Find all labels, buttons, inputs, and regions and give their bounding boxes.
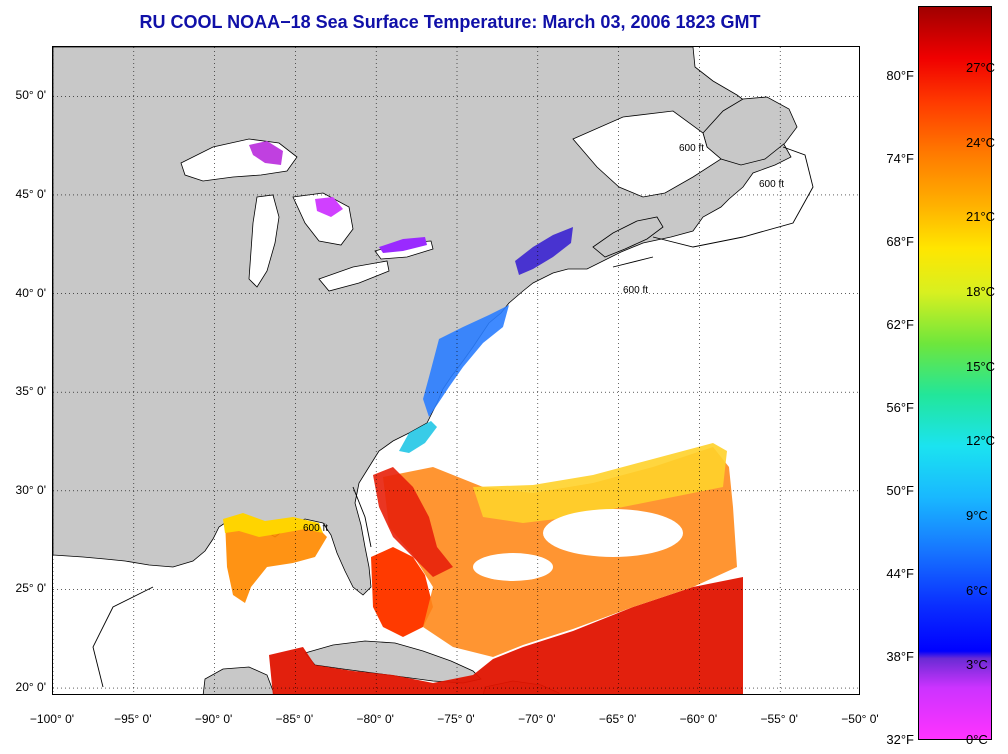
isobath-label-4: 600 ft xyxy=(623,285,648,296)
lake-michigan xyxy=(248,194,280,288)
colorbar-fahrenheit-label: 68°F xyxy=(886,234,914,250)
sst-cloud-gap-2 xyxy=(473,553,553,581)
gulf-st-lawrence xyxy=(572,110,722,198)
land-mexico-south xyxy=(202,666,275,694)
isobath-label-2: 600 ft xyxy=(759,179,784,190)
colorbar-celsius-label: 0°C xyxy=(966,732,988,747)
sst-gulf-coastal-yellow xyxy=(223,513,323,537)
longitude-label: −70° 0' xyxy=(518,712,556,726)
isobath-label-1: 600 ft xyxy=(679,143,704,154)
longitude-label: −90° 0' xyxy=(194,712,233,726)
colorbar-fahrenheit-label: 44°F xyxy=(886,566,914,582)
sst-lake-magenta-2 xyxy=(315,197,343,217)
sst-lake-violet xyxy=(379,237,427,253)
sst-mid-atlantic-blue xyxy=(423,305,509,417)
temperature-colorbar xyxy=(918,6,992,740)
isobath-label-3: 600 ft xyxy=(303,523,328,534)
sst-lake-magenta-1 xyxy=(249,141,283,165)
colorbar-fahrenheit-label: 38°F xyxy=(886,649,914,665)
sst-gulf-of-maine-violet xyxy=(515,227,573,275)
longitude-label: −85° 0' xyxy=(275,712,314,726)
colorbar-celsius-label: 9°C xyxy=(966,508,988,524)
colorbar-celsius-label: 3°C xyxy=(966,657,988,673)
sst-cloud-gap xyxy=(543,509,683,557)
latitude-label: 45° 0' xyxy=(15,186,46,201)
map-title: RU COOL NOAA−18 Sea Surface Temperature:… xyxy=(139,12,761,32)
lake-erie xyxy=(318,260,390,292)
latitude-label: 30° 0' xyxy=(15,482,46,497)
colorbar-fahrenheit-label: 62°F xyxy=(886,317,914,333)
longitude-label: −95° 0' xyxy=(114,712,152,726)
sst-map: 600 ft 600 ft 600 ft 600 ft xyxy=(52,46,860,695)
colorbar-celsius-label: 15°C xyxy=(966,358,996,374)
sst-gulf-of-mexico xyxy=(225,517,327,603)
sst-florida-strait xyxy=(371,547,433,637)
sst-gulf-stream-red xyxy=(373,467,453,577)
longitude-label: −75° 0' xyxy=(437,712,475,726)
colorbar-celsius-label: 24°C xyxy=(966,134,996,150)
colorbar-celsius-label: 6°C xyxy=(966,582,988,598)
longitude-label: −55° 0' xyxy=(760,712,798,726)
latitude-label: 20° 0' xyxy=(15,680,46,695)
colorbar-fahrenheit-label: 74°F xyxy=(886,151,914,167)
latitude-label: 35° 0' xyxy=(15,384,46,399)
sst-gulf-stream-yellow xyxy=(473,443,727,523)
graticule xyxy=(53,47,859,694)
longitude-label: −80° 0' xyxy=(356,712,394,726)
colorbar-fahrenheit-label: 56°F xyxy=(886,400,914,416)
colorbar-celsius-label: 21°C xyxy=(966,209,996,225)
land-nova-scotia xyxy=(592,216,664,258)
colorbar-fahrenheit-label: 50°F xyxy=(886,483,914,499)
colorbar-fahrenheit-label: 80°F xyxy=(886,68,914,84)
latitude-label: 40° 0' xyxy=(15,285,46,300)
colorbar-celsius-label: 18°C xyxy=(966,284,996,300)
longitude-label: −50° 0' xyxy=(841,712,879,726)
sst-caribbean xyxy=(269,577,743,694)
latitude-label: 25° 0' xyxy=(15,581,46,596)
latitude-label: 50° 0' xyxy=(15,88,46,103)
sst-carolina-teal xyxy=(399,421,437,453)
colorbar-celsius-label: 27°C xyxy=(966,60,996,76)
colorbar-celsius-label: 12°C xyxy=(966,433,996,449)
longitude-label: −60° 0' xyxy=(679,712,718,726)
map-canvas: 600 ft 600 ft 600 ft 600 ft xyxy=(53,47,859,694)
isobath-600ft xyxy=(92,146,814,688)
longitude-label: −100° 0' xyxy=(29,712,75,726)
longitude-label: −65° 0' xyxy=(598,712,637,726)
colorbar-fahrenheit-label: 32°F xyxy=(886,732,914,747)
